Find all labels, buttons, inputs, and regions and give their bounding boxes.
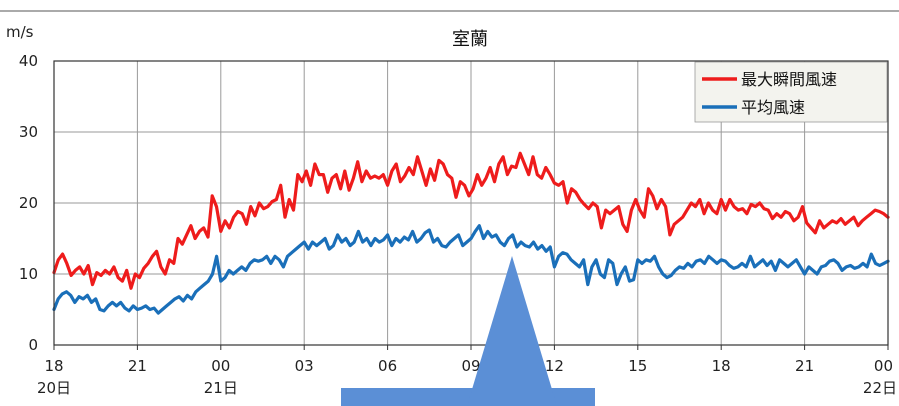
x-tick-hour-label: 06 bbox=[378, 357, 397, 375]
x-tick-hour-label: 21 bbox=[795, 357, 814, 375]
x-tick-hour-label: 18 bbox=[712, 357, 731, 375]
chart-title: 室蘭 bbox=[452, 29, 488, 50]
x-tick-day-label: 22日 bbox=[863, 379, 897, 397]
x-tick-hour-label: 03 bbox=[295, 357, 314, 375]
series-line-gust bbox=[52, 151, 890, 290]
series-line-average bbox=[52, 224, 890, 315]
x-axis-ticks: 18 20日 21 00 21日 03 06 09 12 15 18 21 00 22日 bbox=[37, 345, 897, 397]
x-tick-hour-label: 00 bbox=[874, 357, 893, 375]
x-tick-hour-label: 15 bbox=[628, 357, 647, 375]
y-tick-label: 30 bbox=[19, 123, 38, 141]
plot-frame bbox=[53, 60, 889, 346]
y-axis-ticks: 0 10 20 30 40 bbox=[19, 52, 38, 354]
callout-arrow-head bbox=[467, 256, 557, 406]
x-tick-hour-label: 21 bbox=[128, 357, 147, 375]
legend-label-average: 平均風速 bbox=[741, 98, 805, 117]
legend-box bbox=[694, 61, 888, 123]
series-lines bbox=[52, 151, 890, 315]
x-tick-day-label: 21日 bbox=[204, 379, 238, 397]
x-tick-hour-label: 00 bbox=[211, 357, 230, 375]
legend: 最大瞬間風速 平均風速 bbox=[694, 61, 888, 123]
legend-label-gust: 最大瞬間風速 bbox=[741, 70, 837, 89]
y-tick-label: 10 bbox=[19, 265, 38, 283]
y-tick-label: 0 bbox=[28, 336, 38, 354]
x-tick-hour-label: 12 bbox=[545, 357, 564, 375]
x-tick-hour-label: 09 bbox=[461, 357, 480, 375]
x-tick-hour-label: 18 bbox=[44, 357, 63, 375]
x-tick-day-label: 20日 bbox=[37, 379, 71, 397]
y-tick-label: 40 bbox=[19, 52, 38, 70]
y-tick-label: 20 bbox=[19, 194, 38, 212]
y-axis-unit-label: m/s bbox=[6, 23, 34, 41]
